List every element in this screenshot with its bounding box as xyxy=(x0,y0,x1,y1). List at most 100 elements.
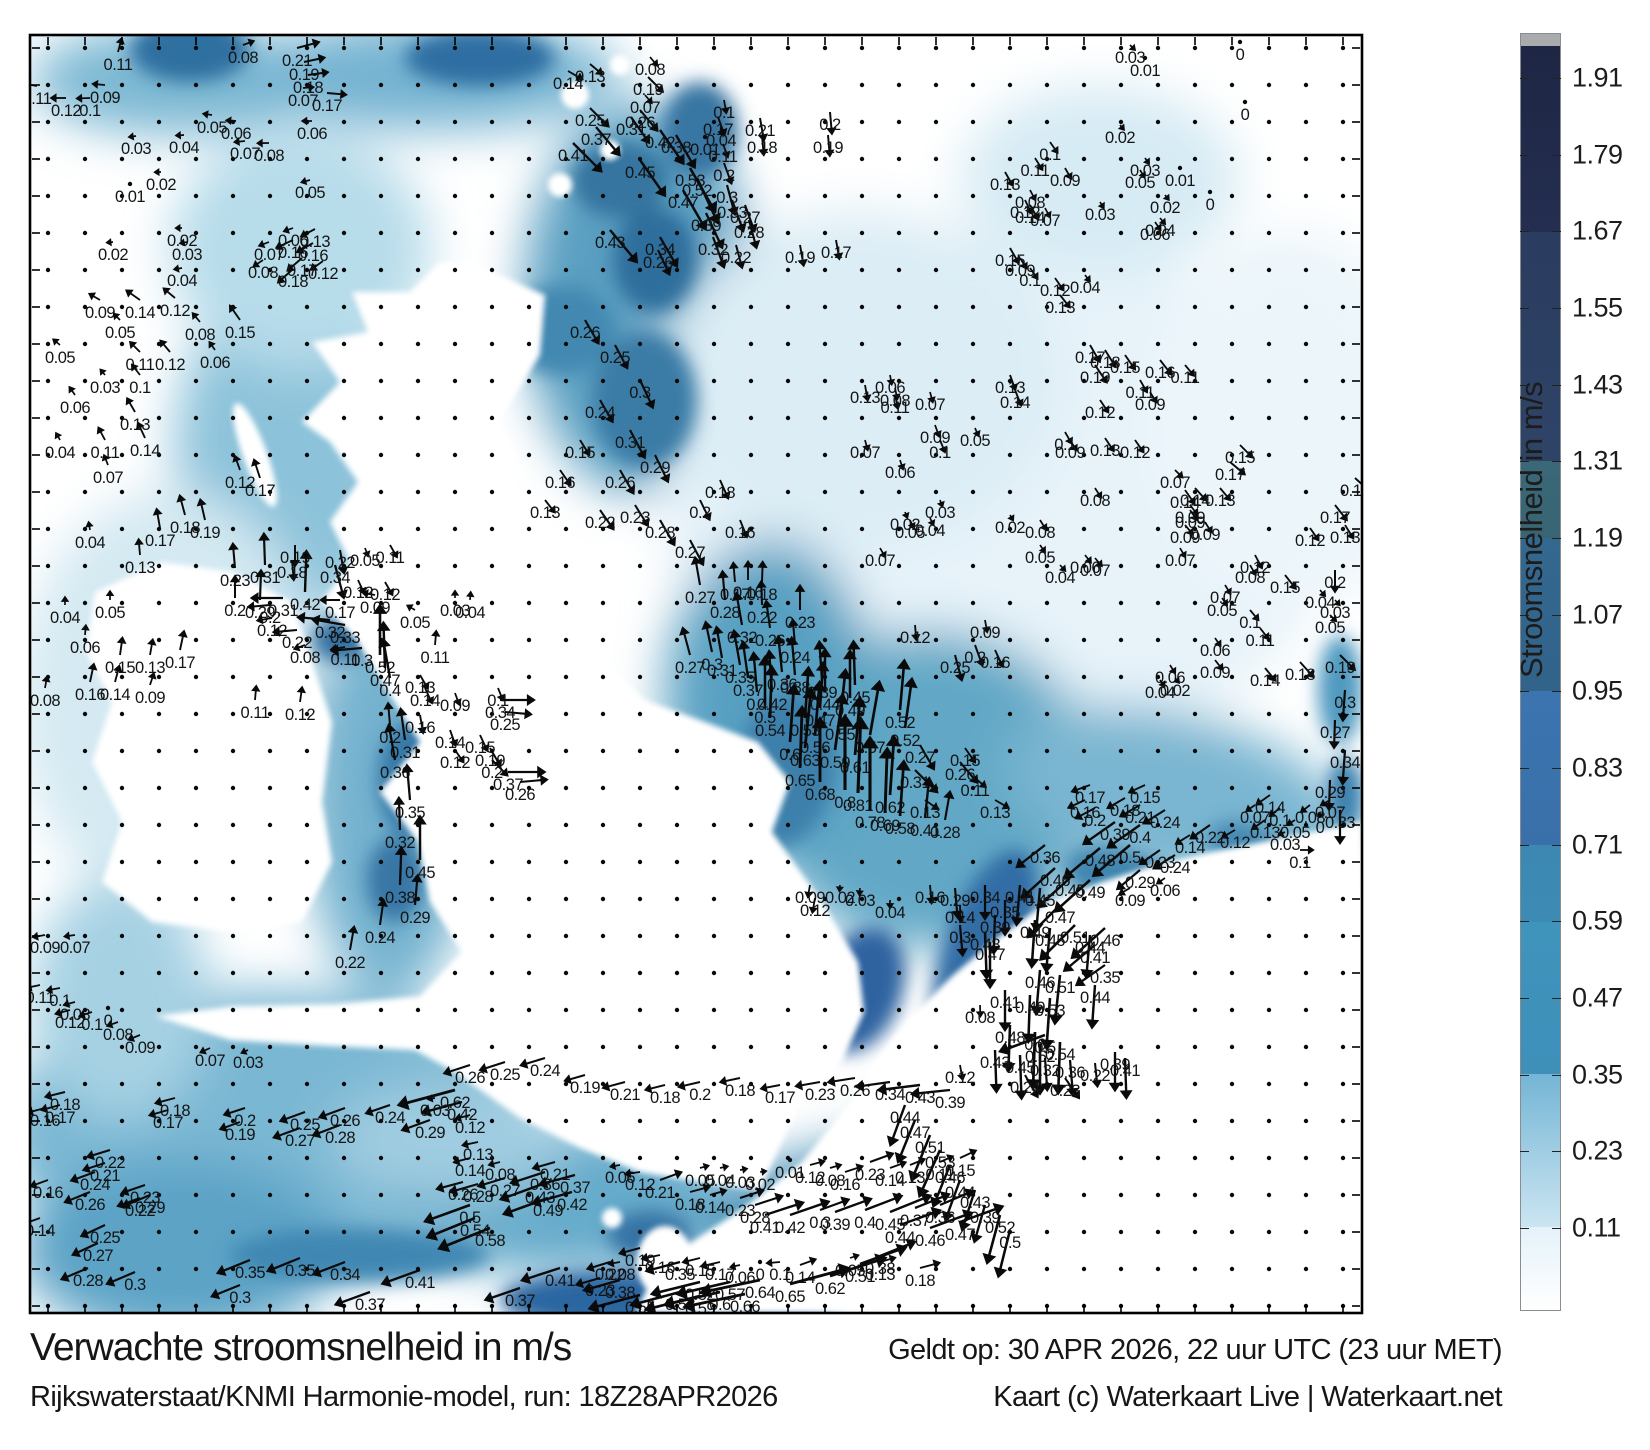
current-value-label: 0.04 xyxy=(915,522,945,540)
current-value-label: 0.26 xyxy=(605,474,635,492)
current-vector: 0.49 xyxy=(1015,994,1046,1045)
current-vector: 0.38 xyxy=(385,845,416,907)
current-vector: 0.4 xyxy=(378,637,402,700)
current-vector: 0.3 xyxy=(809,1196,851,1232)
current-value-label: 0.38 xyxy=(865,1260,895,1278)
current-vector: 0.14 xyxy=(410,687,441,710)
current-value-label: 0.35 xyxy=(665,1266,695,1284)
current-value-label: 0.04 xyxy=(1145,684,1175,702)
current-value-label: 0.16 xyxy=(33,1184,63,1202)
current-vector: 0.41 xyxy=(1005,884,1036,927)
current-value-label: 0.19 xyxy=(1325,659,1355,677)
current-vector: 0.13 xyxy=(1250,819,1281,842)
current-value-label: 0.22 xyxy=(282,634,312,652)
current-value-label: 0.09 xyxy=(1050,172,1080,190)
current-vector: 0.4 xyxy=(854,1192,904,1232)
current-value-label: 0.12 xyxy=(1240,559,1270,577)
current-value-label: 0.1 xyxy=(129,379,151,397)
current-vector: 0.3 xyxy=(209,1283,252,1307)
current-value-label: 0.04 xyxy=(1045,569,1075,587)
current-vector: 0.18 xyxy=(675,1183,712,1214)
current-vector: 0.16 xyxy=(295,242,329,265)
current-vector: 0.15 xyxy=(950,747,981,770)
current-vector: 0.03 xyxy=(440,589,471,620)
current-value-label: 0.47 xyxy=(945,1226,975,1244)
current-value-label: 0.51 xyxy=(1060,929,1090,947)
colorbar-tick-label: 1.43 xyxy=(1572,369,1623,400)
current-value-label: 0.08 xyxy=(635,61,665,79)
current-value-label: 0.4 xyxy=(1129,829,1151,847)
current-value-label: 0.08 xyxy=(965,1009,995,1027)
current-value-label: 0.22 xyxy=(1080,1067,1110,1085)
current-vector: 0.03 xyxy=(1320,598,1351,622)
current-vector: 0.16 xyxy=(31,1179,64,1202)
current-value-label: 0.02 xyxy=(1150,199,1180,217)
current-value-label: 0.17 xyxy=(287,262,317,280)
current-vector: 0.05 xyxy=(1207,597,1238,620)
current-vector: 0.1 xyxy=(77,1010,104,1034)
current-value-label: 0.05 xyxy=(105,324,135,342)
current-vector: 0 xyxy=(1206,189,1215,214)
current-value-label: 0.09 xyxy=(970,624,1000,642)
current-vector: 0.06 xyxy=(200,340,231,372)
current-vector: 0.42 xyxy=(530,1190,588,1214)
current-vector: 0.04 xyxy=(915,517,946,540)
current-vector: 0.2 xyxy=(224,574,247,620)
current-value-label: 0.32 xyxy=(385,834,415,852)
current-vector: 0.38 xyxy=(865,1238,917,1278)
current-value-label: 0.11 xyxy=(23,90,52,108)
current-vector: 0.2 xyxy=(713,162,736,186)
current-vector: 0.13 xyxy=(460,1139,494,1164)
current-vector: 0.45 xyxy=(405,814,436,882)
current-value-label: 0.13 xyxy=(405,679,435,697)
current-value-label: 0.09 xyxy=(85,304,115,322)
current-value-label: 0.14 xyxy=(553,75,583,93)
current-vector: 0.11 xyxy=(1246,627,1275,650)
current-vector: 0.12 xyxy=(440,749,471,772)
current-vector: 0.45 xyxy=(625,159,667,198)
current-value-label: 0.4 xyxy=(379,682,401,700)
current-vector: 0.18 xyxy=(905,1259,942,1290)
current-value-label: 0.01 xyxy=(115,188,145,206)
current-vector: 0.07 xyxy=(1210,584,1241,607)
current-vector: 0.19 xyxy=(633,76,665,99)
current-vector: 0.24 xyxy=(780,617,811,667)
current-vector: 0.39 xyxy=(970,1204,1001,1244)
current-vector: 0.04 xyxy=(1305,589,1336,612)
current-value-label: 0.18 xyxy=(1110,802,1140,820)
current-vector: 0.17 xyxy=(245,458,276,500)
current-value-label: 0.45 xyxy=(1025,892,1055,910)
current-value-label: 0.37 xyxy=(505,1292,535,1310)
current-vector: 0.33 xyxy=(310,614,361,647)
colorbar-segment xyxy=(1521,231,1560,462)
colorbar-tick-mark xyxy=(1552,231,1561,233)
current-value-label: 0.41 xyxy=(405,1274,435,1292)
current-vector: 0.08 xyxy=(1295,804,1326,827)
current-value-label: 0.09 xyxy=(30,939,60,957)
current-vector: 0.18 xyxy=(277,559,308,582)
current-value-label: 0.08 xyxy=(228,49,258,67)
current-value-label: 0.3 xyxy=(1334,694,1356,712)
current-value-label: 0.12 xyxy=(440,754,470,772)
current-value-label: 0.41 xyxy=(910,822,940,840)
current-vector: 0.17 xyxy=(147,1108,184,1132)
current-value-label: 0.17 xyxy=(312,97,342,115)
current-vector: 0.47 xyxy=(668,189,708,232)
current-value-label: 0.13 xyxy=(575,68,605,86)
current-value-label: 0.12 xyxy=(795,1169,825,1187)
current-vector: 0.07 xyxy=(865,547,896,570)
current-value-label: 0.19 xyxy=(289,66,319,84)
current-vector: 0.17 xyxy=(39,1103,76,1127)
current-value-label: 0.13 xyxy=(125,559,155,577)
current-vector: 0.06 xyxy=(885,459,916,482)
current-value-label: 0.38 xyxy=(385,889,415,907)
current-value-label: 0.14 xyxy=(455,1162,485,1180)
current-value-label: 0.07 xyxy=(288,92,318,110)
current-value-label: 0.42 xyxy=(557,1196,587,1214)
current-vector: 0.08 xyxy=(254,138,285,165)
current-value-label: 0.04 xyxy=(169,139,199,157)
colorbar-segment xyxy=(1521,34,1560,46)
current-value-label: 0.23 xyxy=(585,1282,615,1300)
current-vector: 0.34 xyxy=(320,564,351,600)
current-vector: 0.09 xyxy=(795,884,826,907)
